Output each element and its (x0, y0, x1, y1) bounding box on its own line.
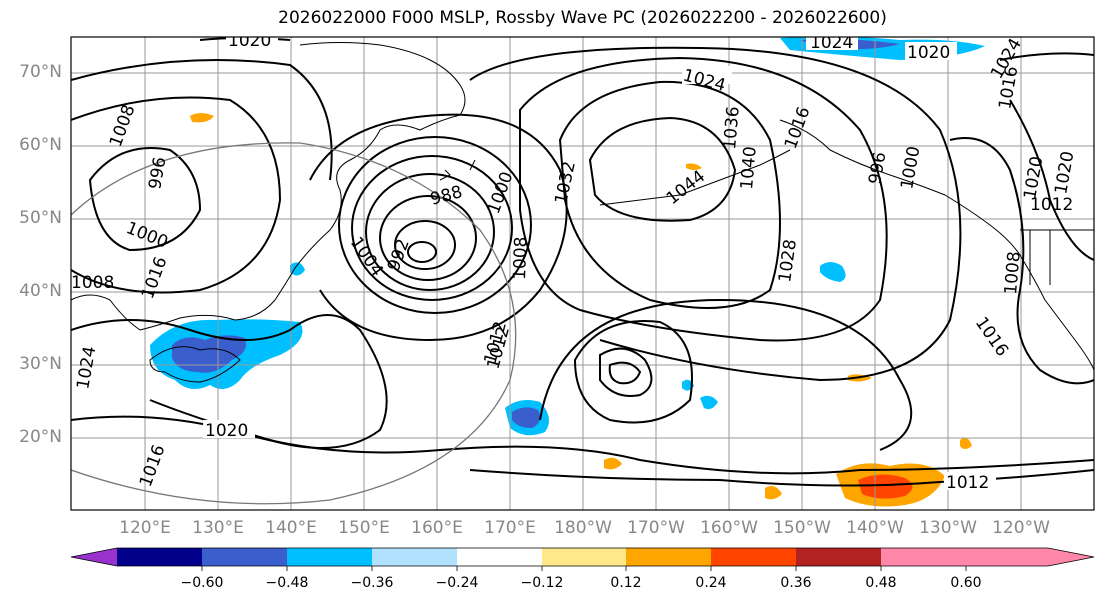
lon-label: 160°E (411, 518, 463, 538)
colorbar-tick-label: −0.48 (265, 575, 309, 591)
colorbar-segment (626, 548, 711, 566)
colorbar-segment (711, 548, 796, 566)
contour-label: 1008 (1001, 251, 1025, 296)
lon-label: 120°E (119, 518, 171, 538)
lon-label: 140°E (265, 518, 317, 538)
contour-label: 1008 (510, 236, 531, 280)
lat-label: 70°N (19, 62, 62, 82)
colorbar-tick-label: −0.60 (180, 575, 224, 591)
colorbar-tick-label: 0.36 (780, 575, 812, 591)
colorbar-tick-label: 0.24 (695, 575, 727, 591)
map-title: 2026022000 F000 MSLP, Rossby Wave PC (20… (278, 8, 887, 28)
colorbar-segment (372, 548, 457, 566)
lon-label: 170°E (484, 518, 536, 538)
colorbar-tick-label: −0.24 (435, 575, 479, 591)
lat-label: 60°N (19, 135, 62, 155)
lon-label: 160°W (700, 518, 758, 538)
contour-label: 1024 (810, 33, 853, 53)
colorbar-segment (796, 548, 881, 566)
contour-label: 1012 (1030, 195, 1073, 215)
lat-label: 40°N (19, 281, 62, 301)
lon-label: 170°W (627, 518, 685, 538)
lon-label: 120°W (992, 518, 1050, 538)
lon-label: 130°W (919, 518, 977, 538)
lon-label: 140°W (846, 518, 904, 538)
colorbar-segment (457, 548, 542, 566)
map-frame (70, 36, 1095, 511)
colorbar-segment (117, 548, 202, 566)
colorbar-segment (287, 548, 372, 566)
lon-label: 180°W (554, 518, 612, 538)
lat-label: 50°N (19, 208, 62, 228)
colorbar-tick-label: 0.48 (865, 575, 897, 591)
colorbar-tick-label: 0.12 (610, 575, 642, 591)
contour-label: 1012 (946, 473, 989, 493)
contour-label: 1020 (907, 43, 950, 63)
colorbar-tick-label: −0.36 (350, 575, 394, 591)
contour-label: 1036 (720, 106, 744, 151)
lat-label: 30°N (19, 354, 62, 374)
lon-label: 150°W (773, 518, 831, 538)
colorbar-tick-label: −0.12 (520, 575, 564, 591)
colorbar (70, 547, 1095, 571)
colorbar-segment (881, 548, 966, 566)
contour-label: 1040 (737, 146, 761, 191)
contour-label: 1020 (228, 31, 271, 51)
contour-label: 1020 (205, 421, 248, 441)
reference-circle (71, 142, 517, 505)
colorbar-tick-label: 0.60 (950, 575, 982, 591)
lon-label: 150°E (338, 518, 390, 538)
contour-label: 1008 (71, 273, 114, 293)
colorbar-segment (202, 548, 287, 566)
colorbar-extend-high (966, 548, 1094, 566)
colorbar-segment (542, 548, 626, 566)
lat-label: 20°N (19, 427, 62, 447)
lon-label: 130°E (192, 518, 244, 538)
colorbar-extend-low (71, 548, 117, 566)
